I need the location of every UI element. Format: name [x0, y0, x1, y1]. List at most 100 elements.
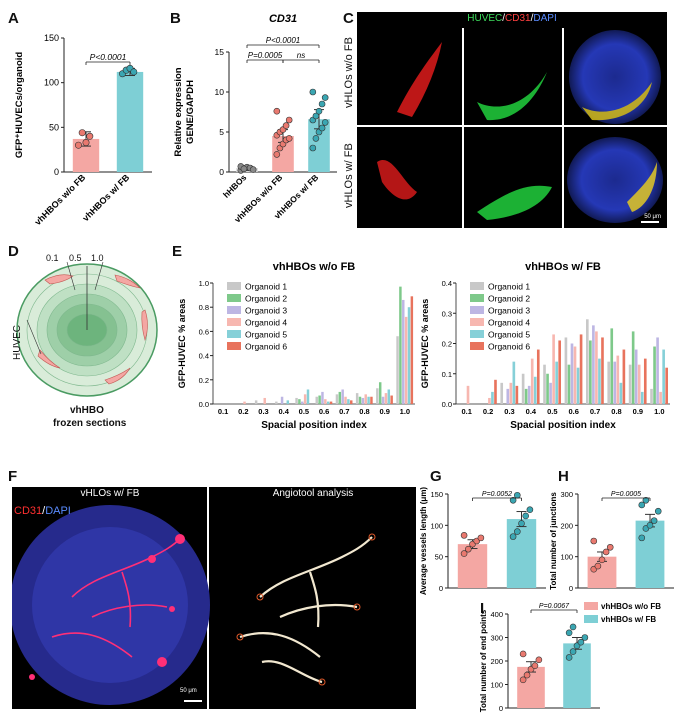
bar [407, 307, 411, 404]
p-value-label: P<0.0001 [266, 36, 300, 45]
data-point [285, 116, 293, 124]
data-point [509, 533, 517, 540]
header-cd31: CD31 [505, 13, 531, 24]
bar [298, 399, 301, 404]
legend-swatch [584, 615, 598, 623]
data-point [321, 94, 329, 101]
legend-swatch [470, 282, 484, 290]
bar [567, 364, 571, 404]
stain-sep: / [42, 505, 46, 517]
y-tick-label: 100 [490, 681, 503, 690]
legend-swatch [470, 330, 484, 338]
bar [506, 388, 510, 404]
bar [635, 520, 665, 588]
position-label-0-1: 0.1 [46, 253, 59, 263]
bar [598, 358, 601, 404]
bar [622, 349, 626, 404]
data-point [598, 556, 606, 564]
p-value-label: P=0.0052 [482, 491, 512, 498]
bar [404, 316, 408, 404]
y-axis-label: Average vessels length (μm) [419, 487, 428, 596]
bar [410, 296, 414, 404]
bar [387, 389, 391, 404]
x-tick-label: 0.3 [258, 407, 268, 416]
legend-swatch [470, 306, 484, 314]
panel-f-left-title: vHLOs w/ FB [80, 488, 140, 499]
y-tick-label: 0 [439, 584, 443, 593]
y-tick-label: 200 [560, 521, 573, 530]
bar [573, 346, 577, 404]
y-tick-label: 150 [44, 33, 59, 43]
bar [555, 361, 558, 404]
legend-swatch [470, 294, 484, 302]
data-point [318, 100, 326, 108]
bar [533, 376, 537, 404]
data-point [464, 545, 472, 553]
bar [361, 397, 365, 404]
bar [321, 391, 324, 404]
bar [524, 388, 528, 404]
diagram-caption-1: vhHBO [70, 405, 104, 416]
y-tick-label: 50 [49, 122, 59, 132]
bar [344, 396, 347, 404]
y-tick-label: 400 [490, 610, 503, 619]
legend-swatch [227, 306, 241, 314]
bar [355, 393, 359, 404]
bar [491, 391, 494, 404]
x-tick-label: 1.0 [654, 407, 664, 416]
y-tick-label: 0 [219, 167, 224, 177]
position-label-1-0: 1.0 [91, 253, 104, 263]
diagram-panel-d [16, 261, 158, 397]
bar [326, 401, 330, 404]
y-tick-label: 300 [560, 490, 573, 499]
bar [595, 331, 598, 404]
bar [378, 382, 382, 404]
data-point [509, 496, 517, 504]
bar [367, 396, 370, 404]
y-tick-label: 0.4 [442, 279, 452, 288]
x-tick-label: 1.0 [400, 407, 410, 416]
y-tick-label: 0.2 [199, 376, 209, 385]
data-point [523, 671, 531, 679]
chart-title: vhHBOs w/o FB [273, 261, 356, 273]
bar [536, 349, 540, 404]
data-point [86, 132, 94, 140]
panel-letter-g: G [430, 468, 442, 485]
data-point [78, 129, 86, 137]
bar [116, 71, 144, 172]
bar [303, 394, 307, 404]
stain-dapi: DAPI [45, 505, 71, 517]
x-tick-label: 0.5 [547, 407, 557, 416]
y-tick-label: 150 [430, 490, 443, 499]
bar [512, 361, 516, 404]
data-point [82, 139, 90, 147]
data-point [282, 122, 290, 129]
data-point [569, 623, 577, 631]
bar [552, 334, 555, 404]
bar [521, 373, 525, 404]
bar [643, 358, 647, 404]
bar [390, 395, 393, 404]
bar [308, 119, 330, 172]
header-huvec: HUVEC [467, 13, 503, 24]
stain-cd31: CD31 [14, 505, 43, 517]
data-point [514, 491, 521, 499]
chart-title: CD31 [269, 13, 297, 25]
legend-label: Organoid 5 [245, 330, 287, 340]
bar [338, 391, 342, 404]
y-tick-label: 0 [54, 167, 59, 177]
data-point [74, 141, 82, 149]
data-point [318, 124, 326, 132]
bar [402, 299, 405, 404]
legend-swatch [227, 318, 241, 326]
data-point [638, 534, 646, 542]
data-point [273, 151, 281, 158]
data-point [590, 537, 598, 545]
x-tick-label: 0.9 [379, 407, 389, 416]
bar [546, 373, 549, 404]
chart-title: vhHBOs w/ FB [525, 261, 601, 273]
bar [488, 397, 491, 404]
bar [530, 358, 534, 404]
panel-letter-h: H [558, 468, 569, 485]
